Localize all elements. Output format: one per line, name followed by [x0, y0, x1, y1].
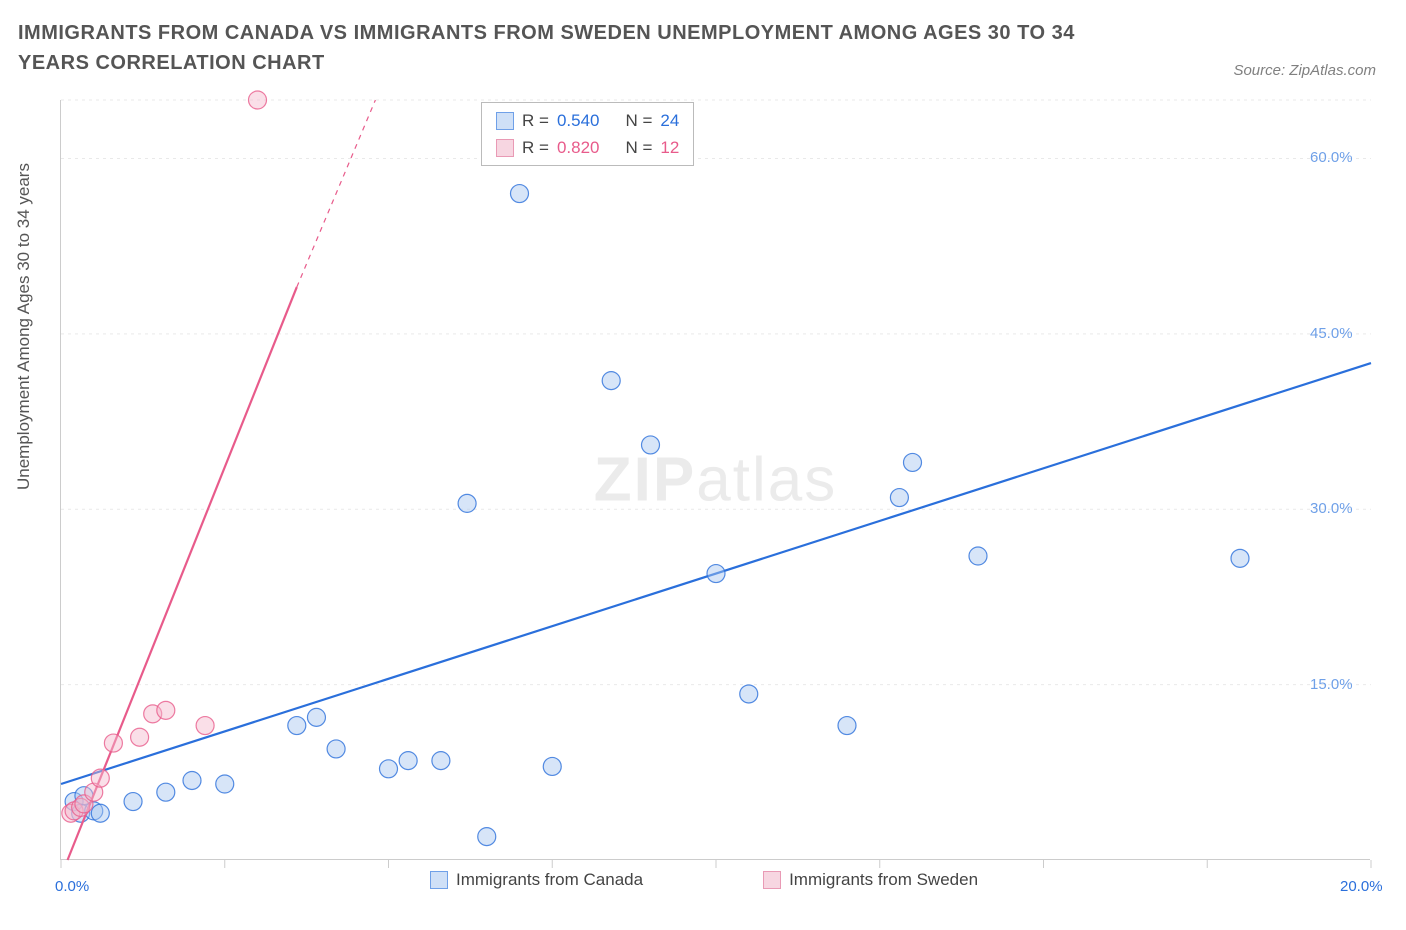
- y-tick-label: 45.0%: [1310, 325, 1353, 342]
- r-value: 0.820: [557, 134, 600, 161]
- stats-box: R = 0.540 N = 24 R = 0.820 N = 12: [481, 102, 694, 166]
- r-value: 0.540: [557, 107, 600, 134]
- plot-area: ZIPatlas R =0.540N =24R =0.820N = 12: [60, 100, 1370, 860]
- chart-svg: [61, 100, 1370, 859]
- n-value: 12: [660, 134, 679, 161]
- stats-row: R = 0.540 N = 24: [496, 107, 679, 134]
- legend-item: Immigrants from Canada: [430, 870, 643, 890]
- x-tick-label: 0.0%: [55, 878, 89, 895]
- legend-swatch: [763, 871, 781, 889]
- stats-swatch: [496, 112, 514, 130]
- legend: Immigrants from Canada Immigrants from Sw…: [430, 870, 978, 890]
- n-label: N =: [625, 134, 652, 161]
- y-axis-label: Unemployment Among Ages 30 to 34 years: [14, 163, 34, 490]
- r-label: R =: [522, 134, 549, 161]
- n-label: N =: [625, 107, 652, 134]
- chart-title: IMMIGRANTS FROM CANADA VS IMMIGRANTS FRO…: [18, 18, 1118, 78]
- legend-item: Immigrants from Sweden: [763, 870, 978, 890]
- legend-swatch: [430, 871, 448, 889]
- n-value: 24: [660, 107, 679, 134]
- y-tick-label: 30.0%: [1310, 500, 1353, 517]
- y-tick-label: 15.0%: [1310, 676, 1353, 693]
- legend-label: Immigrants from Canada: [456, 870, 643, 890]
- source-label: Source: ZipAtlas.com: [1233, 62, 1376, 79]
- x-tick-label: 20.0%: [1340, 878, 1383, 895]
- stats-row: R = 0.820 N = 12: [496, 134, 679, 161]
- r-label: R =: [522, 107, 549, 134]
- stats-swatch: [496, 139, 514, 157]
- y-tick-label: 60.0%: [1310, 149, 1353, 166]
- legend-label: Immigrants from Sweden: [789, 870, 978, 890]
